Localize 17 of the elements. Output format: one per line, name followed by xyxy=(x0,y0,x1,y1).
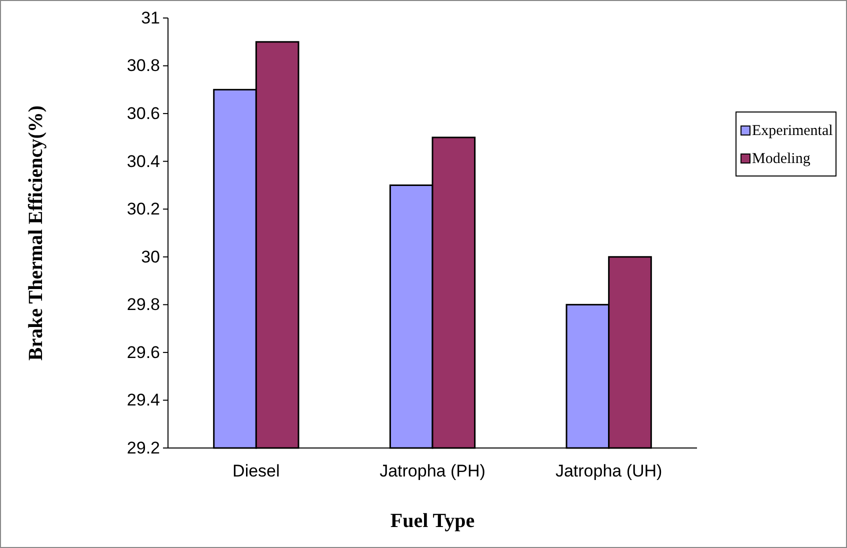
x-tick-label: Jatropha (UH) xyxy=(555,461,662,480)
y-tick-label: 30 xyxy=(141,247,160,266)
y-tick-label: 29.6 xyxy=(126,342,160,362)
x-axis-title: Fuel Type xyxy=(390,510,475,532)
y-axis-title: Brake Thermal Efficiency(%) xyxy=(25,105,47,361)
y-tick-label: 29.2 xyxy=(126,438,160,458)
y-tick-label: 31 xyxy=(141,8,160,28)
legend-label: Modeling xyxy=(752,151,811,167)
y-tick-label: 30.8 xyxy=(126,56,160,76)
x-tick-label: Diesel xyxy=(232,461,280,480)
y-tick-label: 29.4 xyxy=(126,390,160,410)
y-tick-label: 30.2 xyxy=(126,200,160,219)
y-tick-label: 30.4 xyxy=(126,152,160,171)
x-tick-label: Jatropha (PH) xyxy=(380,461,486,480)
y-tick-label: 29.8 xyxy=(126,295,160,314)
y-tick-label: 30.6 xyxy=(126,104,160,123)
legend-label: Experimental xyxy=(752,123,833,139)
